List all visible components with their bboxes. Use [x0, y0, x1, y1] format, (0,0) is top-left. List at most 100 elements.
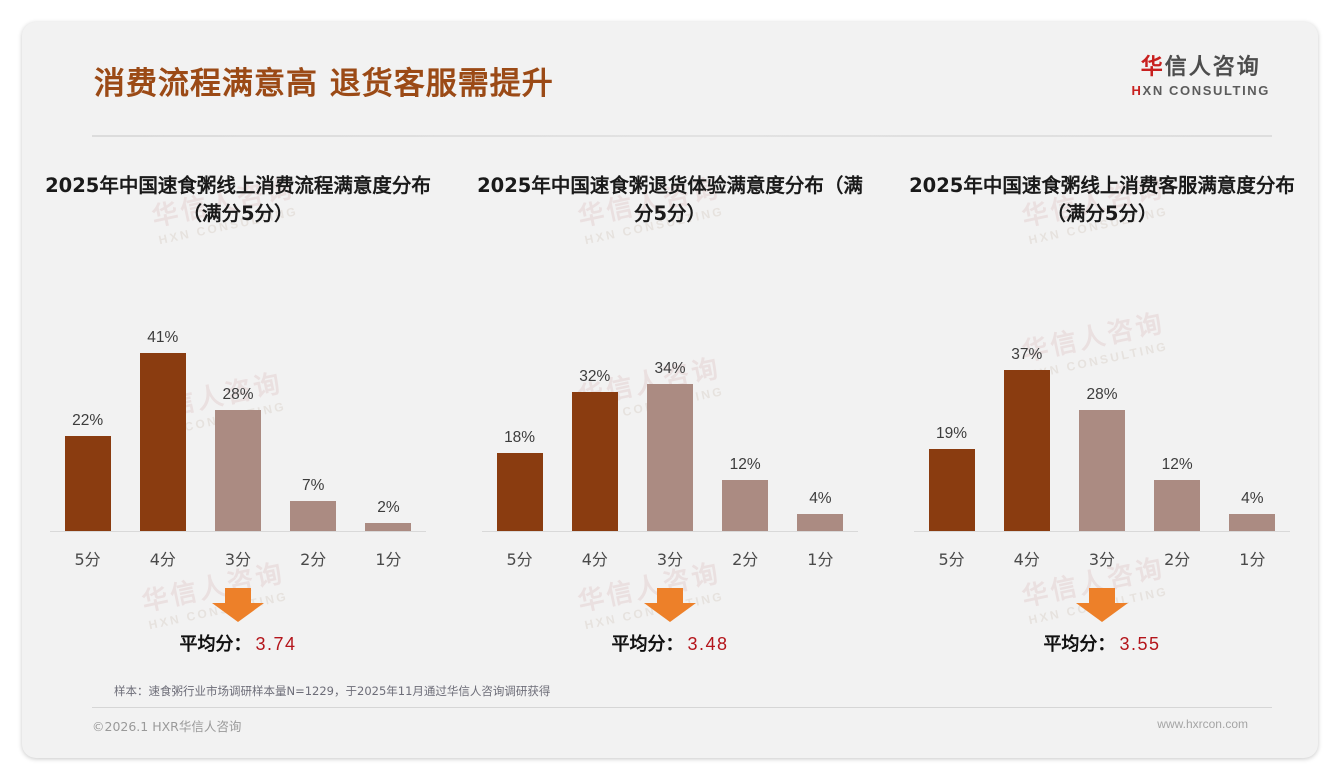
chart-axis-line: [50, 531, 426, 532]
bar-column: 7%: [276, 302, 351, 532]
bar: [928, 449, 975, 532]
average-score-text: 平均分： 3.74: [22, 630, 454, 656]
bar-chart-process: 22% 41% 28% 7%: [50, 274, 426, 574]
category-label: 3分: [656, 550, 684, 569]
bar: [64, 436, 111, 532]
bar: [365, 523, 412, 532]
category-label: 2分: [300, 550, 327, 569]
page-title: 消费流程满意高 退货客服需提升: [94, 66, 554, 102]
bar: [496, 453, 543, 532]
average-score-text: 平均分： 3.48: [454, 630, 886, 656]
bar-value-label: 7%: [302, 477, 325, 494]
category-label: 3分: [224, 550, 252, 569]
category-label: 5分: [506, 550, 533, 569]
average-score-value: 3.48: [687, 634, 729, 654]
bar-value-label: 34%: [654, 360, 686, 377]
bar-value-label: 18%: [504, 429, 536, 446]
category-label: 2分: [732, 550, 759, 569]
bar-value-label: 32%: [579, 368, 611, 385]
bar-column: 34%: [632, 302, 707, 532]
bar-column: 28%: [200, 302, 275, 532]
bar: [646, 384, 693, 532]
bar: [722, 480, 769, 532]
average-score-block: 平均分： 3.55: [886, 588, 1318, 656]
bar: [797, 514, 844, 532]
bar: [571, 392, 618, 532]
category-label: 5分: [938, 550, 965, 569]
average-score-block: 平均分： 3.48: [454, 588, 886, 656]
down-arrow-icon: [211, 588, 264, 622]
bar-value-label: 12%: [729, 456, 761, 473]
bar-column: 32%: [557, 302, 632, 532]
bar-value-label: 12%: [1161, 456, 1193, 473]
header-divider: [92, 135, 1272, 137]
bar-column: 12%: [1140, 302, 1215, 532]
bar-chart-return: 18% 32% 34% 12%: [481, 274, 858, 574]
average-score-block: 平均分： 3.74: [22, 588, 454, 656]
category-label: 1分: [375, 550, 402, 569]
bar-column: 28%: [1064, 302, 1139, 532]
bar-value-label: 4%: [809, 490, 832, 507]
bar-value-label: 28%: [1086, 386, 1118, 403]
slide-header: 消费流程满意高 退货客服需提升 华信人咨询 HXN CONSULTING: [22, 22, 1318, 122]
chart-category-labels: 5分 4分 3分 2分 1分: [482, 534, 858, 574]
chart-category-labels: 5分 4分 3分 2分 1分: [50, 534, 426, 574]
category-label: 4分: [1013, 550, 1040, 569]
category-label: 4分: [581, 550, 608, 569]
logo-chinese-name: 华信人咨询: [1132, 55, 1270, 80]
chart-axis-line: [481, 531, 858, 532]
chart-plot-area: 22% 41% 28% 7%: [50, 302, 426, 532]
logo-en-red: H: [1131, 83, 1143, 99]
bar-value-label: 2%: [377, 499, 400, 516]
average-score-value: 3.74: [255, 634, 297, 654]
bar-value-label: 19%: [936, 425, 968, 442]
brand-logo: 华信人咨询 HXN CONSULTING: [1131, 55, 1270, 99]
bar-column: 19%: [914, 302, 989, 532]
chart-axis-line: [913, 531, 1290, 532]
bar: [290, 501, 337, 532]
down-arrow-icon: [643, 588, 696, 622]
average-score-label: 平均分：: [1043, 634, 1116, 655]
chart-title: 2025年中国速食粥线上消费流程满意度分布（满分5分）: [45, 174, 431, 226]
average-score-label: 平均分：: [179, 634, 252, 655]
chart-panel-return: 2025年中国速食粥退货体验满意度分布（满分5分） 18% 32% 34%: [454, 172, 886, 656]
bar: [1229, 514, 1276, 532]
footer-divider: [92, 707, 1272, 708]
average-score-label: 平均分：: [611, 634, 684, 655]
chart-category-labels: 5分 4分 3分 2分 1分: [914, 534, 1290, 574]
chart-title: 2025年中国速食粥线上消费客服满意度分布（满分5分）: [909, 174, 1295, 226]
bar: [1154, 480, 1201, 532]
logo-cn-red: 华: [1140, 55, 1165, 80]
bar: [1003, 370, 1050, 532]
copyright-text: ©2026.1 HXR华信人咨询: [92, 719, 242, 734]
bar: [215, 410, 261, 532]
category-label: 2分: [1164, 550, 1191, 569]
bar-column: 18%: [482, 302, 557, 532]
chart-plot-area: 18% 32% 34% 12%: [482, 302, 858, 532]
slide-canvas: 华信人咨询 HXN CONSULTING 华信人咨询 HXN CONSULTIN…: [22, 22, 1318, 758]
category-label: 1分: [1239, 550, 1266, 569]
chart-title: 2025年中国速食粥退货体验满意度分布（满分5分）: [477, 174, 863, 226]
bar-column: 37%: [989, 302, 1064, 532]
bar-value-label: 37%: [1011, 346, 1043, 363]
average-score-value: 3.55: [1119, 634, 1161, 654]
bar: [1078, 410, 1125, 532]
bar-column: 22%: [50, 302, 125, 532]
logo-en-rest: XN CONSULTING: [1142, 83, 1270, 99]
bar-column: 2%: [351, 302, 426, 532]
bar-column: 41%: [125, 302, 200, 532]
category-label: 1分: [807, 550, 834, 569]
bar: [139, 353, 186, 532]
bar-value-label: 41%: [147, 329, 179, 346]
down-arrow-icon: [1075, 588, 1128, 622]
charts-row: 2025年中国速食粥线上消费流程满意度分布（满分5分） 22% 41% 28%: [22, 172, 1318, 656]
category-label: 4分: [149, 550, 176, 569]
average-score-text: 平均分： 3.55: [886, 630, 1318, 656]
bar-column: 4%: [1215, 302, 1290, 532]
sample-footnote: 样本：速食粥行业市场调研样本量N=1229，于2025年11月通过华信人咨询调研…: [114, 684, 551, 698]
bar-value-label: 4%: [1241, 490, 1264, 507]
bar-column: 4%: [783, 302, 858, 532]
website-url: www.hxrcon.com: [1157, 717, 1248, 731]
chart-plot-area: 19% 37% 28% 12%: [914, 302, 1290, 532]
bar-chart-service: 19% 37% 28% 12%: [913, 274, 1290, 574]
